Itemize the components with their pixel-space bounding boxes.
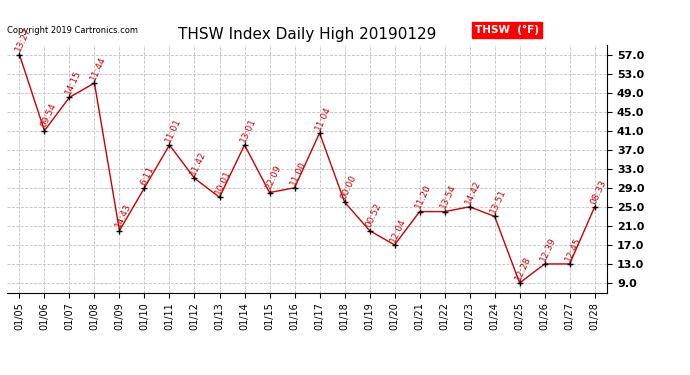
Text: 12:39: 12:39 — [539, 236, 558, 262]
Text: 12:04: 12:04 — [389, 216, 408, 243]
Text: 6:11: 6:11 — [139, 164, 155, 186]
Text: 14:42: 14:42 — [464, 178, 483, 206]
Text: 00:52: 00:52 — [364, 202, 383, 229]
Text: 11:04: 11:04 — [314, 105, 333, 132]
Text: 00:00: 00:00 — [339, 173, 358, 201]
Text: 09:54: 09:54 — [39, 102, 58, 129]
Text: 13:51: 13:51 — [489, 188, 508, 215]
Title: THSW Index Daily High 20190129: THSW Index Daily High 20190129 — [178, 27, 436, 42]
Text: 13:01: 13:01 — [239, 116, 258, 144]
Text: 14:15: 14:15 — [63, 69, 83, 96]
Text: 13:27: 13:27 — [14, 26, 33, 53]
Text: 10:01: 10:01 — [214, 169, 233, 196]
Text: 13:54: 13:54 — [439, 183, 458, 210]
Text: 11:01: 11:01 — [164, 116, 183, 144]
Text: Copyright 2019 Cartronics.com: Copyright 2019 Cartronics.com — [7, 26, 138, 35]
Text: 14:43: 14:43 — [114, 202, 132, 229]
Text: 11:00: 11:00 — [289, 159, 308, 186]
Text: 12:28: 12:28 — [514, 255, 533, 282]
Text: 11:20: 11:20 — [414, 183, 433, 210]
Text: THSW  (°F): THSW (°F) — [475, 25, 539, 35]
Text: 12:45: 12:45 — [564, 236, 583, 262]
Text: 08:33: 08:33 — [589, 178, 608, 206]
Text: 22:09: 22:09 — [264, 164, 283, 191]
Text: 11:44: 11:44 — [89, 55, 108, 82]
Text: 11:42: 11:42 — [189, 150, 208, 177]
